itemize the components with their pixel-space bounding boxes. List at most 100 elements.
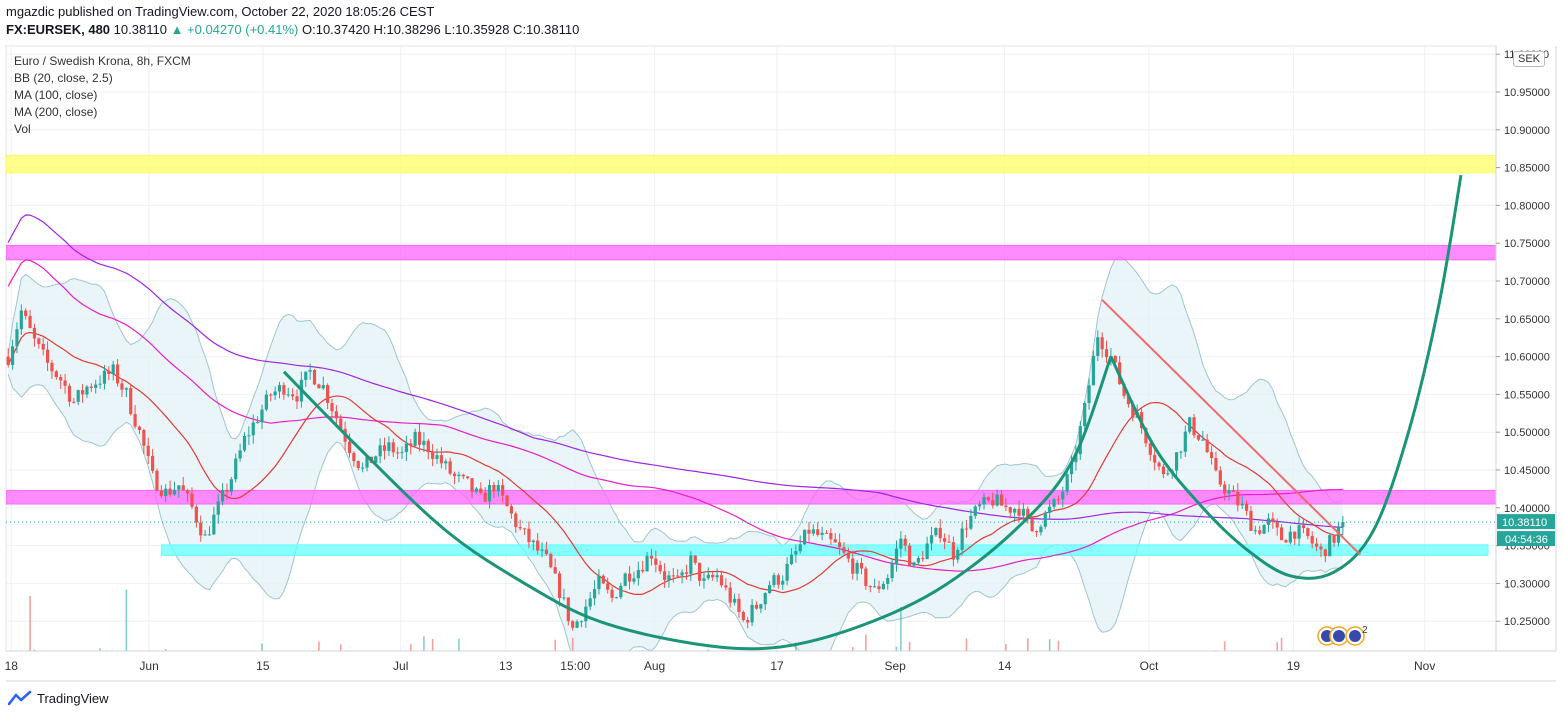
candle-body (750, 604, 754, 623)
candle-body (304, 371, 308, 380)
volume-bar (489, 709, 491, 718)
x-tick-label: 14 (998, 659, 1012, 673)
footer-brand[interactable]: TradingView (8, 690, 109, 706)
volume-bar (130, 712, 132, 718)
volume-bar (769, 705, 771, 718)
candle-body (417, 431, 422, 445)
candle-body (334, 411, 338, 419)
candle-body (873, 586, 877, 588)
candle-body (816, 529, 820, 535)
candle-body (999, 494, 1004, 506)
volume-bar (843, 713, 845, 718)
volume-bar (1036, 706, 1038, 718)
candle-body (1314, 543, 1319, 547)
volume-bar (607, 690, 609, 718)
volume-bar (1316, 712, 1318, 718)
volume-bar (821, 713, 823, 718)
candle-body (960, 528, 964, 550)
candle-body (912, 562, 916, 566)
candle-body (1126, 395, 1131, 405)
volume-bar (1048, 639, 1051, 651)
volume-bar (804, 712, 806, 718)
candle-body (426, 440, 430, 453)
legend-ma100[interactable]: MA (100, close) (14, 88, 98, 102)
candle-body (1131, 404, 1135, 418)
volume-bar (388, 690, 390, 718)
volume-bar (86, 660, 88, 718)
candle-body (606, 583, 610, 590)
legend-ma200[interactable]: MA (200, close) (14, 105, 98, 119)
candle-body (273, 391, 277, 396)
y-tick-label: 10.55000 (1504, 389, 1550, 401)
volume-bar (191, 654, 193, 718)
candle-body (85, 386, 89, 395)
volume-bar (427, 657, 429, 718)
flag-icon (1333, 630, 1345, 642)
candle-body (1297, 525, 1301, 539)
candle-body (846, 552, 850, 559)
volume-bar (563, 712, 565, 718)
volume-bar (939, 699, 941, 718)
volume-bar (904, 671, 906, 718)
volume-bar (279, 662, 281, 718)
volume-bar (773, 695, 775, 718)
candle-body (111, 364, 115, 374)
volume-bar (729, 703, 731, 718)
candle-body (352, 453, 356, 462)
volume-bar (161, 681, 163, 718)
candle-body (129, 388, 133, 415)
volume-bar (931, 684, 933, 718)
candle-body (330, 403, 334, 412)
volume-bar (95, 709, 97, 718)
candle-body (592, 589, 597, 599)
volume-bar (322, 669, 324, 718)
candle-body (553, 567, 557, 574)
volume-bar (550, 698, 552, 718)
volume-bar (913, 705, 915, 718)
currency-badge[interactable]: SEK (1513, 51, 1546, 67)
candle-body (1061, 491, 1065, 500)
volume-bar (699, 689, 701, 718)
x-tick-label: Nov (1414, 659, 1435, 673)
volume-bar (834, 707, 836, 718)
candle-body (396, 452, 400, 454)
volume-bar (616, 681, 618, 718)
volume-bar (953, 705, 955, 718)
candle-body (1179, 451, 1183, 453)
candle-body (194, 506, 198, 523)
candle-body (1288, 531, 1292, 543)
last-price-tag (1497, 514, 1555, 530)
volume-bar (524, 702, 526, 718)
legend-bb[interactable]: BB (20, close, 2.5) (14, 71, 113, 85)
legend-vol[interactable]: Vol (14, 122, 31, 136)
candle-body (238, 450, 242, 459)
candle-body (1096, 337, 1100, 356)
volume-bar (1237, 662, 1239, 718)
candle-body (877, 586, 881, 590)
candle-body (1201, 439, 1205, 441)
volume-bar (314, 679, 316, 718)
y-tick-label: 10.80000 (1504, 200, 1550, 212)
volume-bar (935, 712, 937, 718)
candle-body (851, 558, 855, 574)
candle-body (382, 445, 387, 451)
publish-info: mgazdic published on TradingView.com, Oc… (6, 4, 435, 19)
candle-body (737, 598, 741, 612)
candle-body (89, 386, 93, 388)
volume-bar (887, 713, 889, 718)
volume-bar (1329, 710, 1331, 718)
candle-body (1048, 506, 1052, 513)
candle-body (947, 541, 951, 543)
candle-body (439, 455, 444, 464)
candle-body (680, 572, 684, 576)
volume-bar (309, 705, 311, 718)
tradingview-logo-icon (8, 690, 32, 706)
candle-body (689, 555, 693, 574)
volume-bar (537, 700, 539, 718)
candle-body (741, 611, 745, 621)
volume-bar (1053, 664, 1055, 718)
candle-body (312, 370, 317, 385)
volume-bar (988, 666, 990, 718)
volume-bar (117, 699, 119, 718)
